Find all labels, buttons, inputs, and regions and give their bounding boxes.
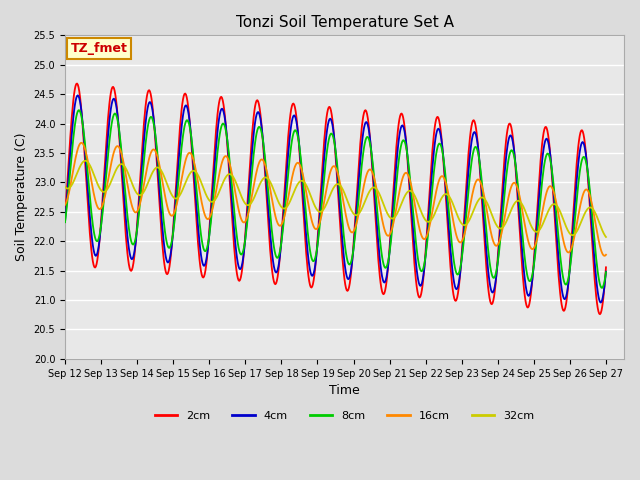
8cm [434, 144, 442, 150]
2cm [61, 215, 69, 220]
32cm [204, 195, 212, 201]
8cm [75, 108, 83, 113]
4cm [602, 269, 610, 275]
8cm [61, 219, 69, 225]
Line: 16cm: 16cm [65, 143, 606, 256]
8cm [598, 285, 606, 291]
2cm [180, 91, 188, 97]
32cm [180, 182, 188, 188]
16cm [328, 165, 335, 171]
X-axis label: Time: Time [329, 384, 360, 397]
2cm [596, 312, 604, 317]
16cm [61, 202, 69, 208]
4cm [180, 105, 188, 111]
4cm [381, 280, 388, 286]
32cm [61, 184, 69, 190]
8cm [204, 242, 212, 248]
16cm [554, 204, 561, 210]
8cm [554, 220, 561, 226]
8cm [328, 131, 335, 136]
32cm [434, 204, 442, 210]
2cm [434, 114, 442, 120]
16cm [180, 162, 188, 168]
2cm [381, 290, 388, 296]
2cm [554, 253, 561, 259]
32cm [328, 189, 335, 194]
4cm [434, 126, 442, 132]
Text: TZ_fmet: TZ_fmet [70, 42, 127, 55]
Line: 8cm: 8cm [65, 110, 606, 288]
2cm [602, 264, 610, 270]
Title: Tonzi Soil Temperature Set A: Tonzi Soil Temperature Set A [236, 15, 454, 30]
4cm [554, 237, 561, 243]
16cm [381, 226, 388, 232]
8cm [602, 269, 610, 275]
4cm [74, 93, 82, 98]
Line: 4cm: 4cm [65, 96, 606, 302]
16cm [434, 182, 442, 188]
32cm [554, 203, 561, 209]
16cm [204, 216, 212, 222]
8cm [381, 264, 388, 269]
Y-axis label: Soil Temperature (C): Soil Temperature (C) [15, 133, 28, 262]
Line: 32cm: 32cm [65, 161, 606, 237]
4cm [204, 247, 212, 252]
2cm [73, 81, 81, 86]
4cm [597, 300, 605, 305]
16cm [600, 253, 608, 259]
4cm [61, 219, 69, 225]
32cm [602, 234, 610, 240]
Line: 2cm: 2cm [65, 84, 606, 314]
2cm [328, 112, 335, 118]
Legend: 2cm, 4cm, 8cm, 16cm, 32cm: 2cm, 4cm, 8cm, 16cm, 32cm [150, 407, 538, 425]
16cm [602, 252, 610, 258]
32cm [381, 204, 388, 209]
16cm [77, 140, 85, 145]
2cm [204, 247, 212, 252]
32cm [81, 158, 89, 164]
4cm [328, 119, 335, 124]
8cm [180, 124, 188, 130]
